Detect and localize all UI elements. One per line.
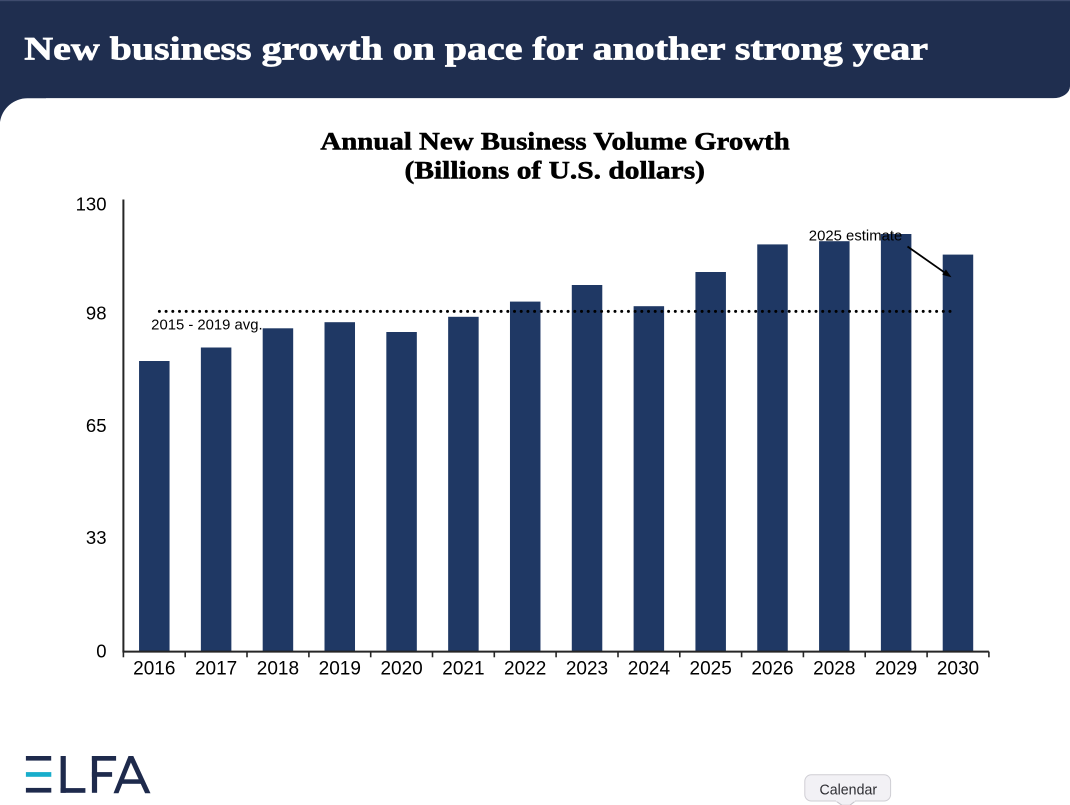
- svg-text:2029: 2029: [875, 659, 917, 680]
- svg-text:0: 0: [96, 641, 106, 662]
- svg-text:2019: 2019: [319, 659, 361, 680]
- svg-text:New business growth on pace fo: New business growth on pace for another …: [24, 31, 928, 67]
- svg-text:33: 33: [86, 527, 107, 548]
- svg-text:98: 98: [86, 302, 107, 323]
- svg-text:2020: 2020: [380, 659, 422, 680]
- svg-text:65: 65: [86, 415, 107, 436]
- svg-text:2026: 2026: [751, 659, 793, 680]
- svg-text:2030: 2030: [937, 659, 979, 680]
- svg-text:2023: 2023: [566, 659, 608, 680]
- svg-text:130: 130: [76, 194, 107, 215]
- svg-text:2015 - 2019 avg.: 2015 - 2019 avg.: [151, 317, 262, 333]
- svg-text:2024: 2024: [628, 659, 671, 680]
- svg-text:2022: 2022: [504, 659, 546, 680]
- svg-text:(Billions of U.S. dollars): (Billions of U.S. dollars): [405, 157, 706, 184]
- svg-text:2018: 2018: [257, 659, 299, 680]
- svg-text:2021: 2021: [442, 659, 484, 680]
- svg-text:2025 estimate: 2025 estimate: [809, 228, 903, 244]
- svg-text:2028: 2028: [813, 659, 855, 680]
- svg-text:2016: 2016: [133, 659, 175, 680]
- svg-text:Calendar: Calendar: [820, 782, 878, 799]
- svg-text:2017: 2017: [195, 659, 237, 680]
- svg-text:2025: 2025: [690, 659, 732, 680]
- svg-text:Annual New Business Volume Gro: Annual New Business Volume Growth: [320, 129, 789, 156]
